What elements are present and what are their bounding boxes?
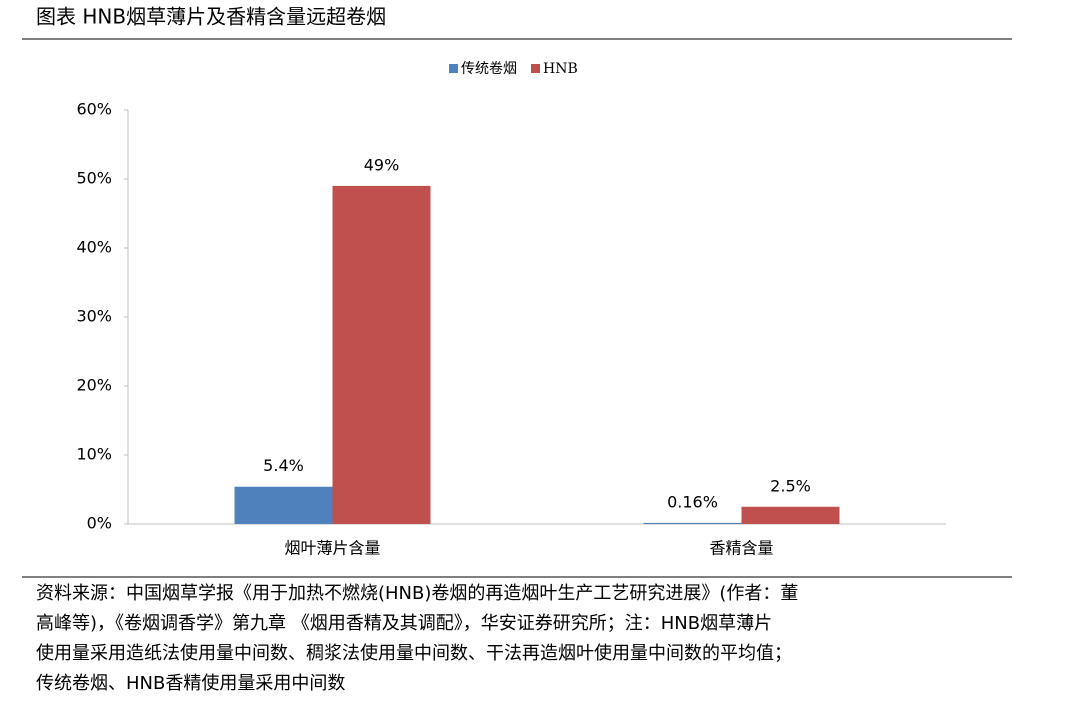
bar <box>332 185 431 524</box>
source-line: 使用量采用造纸法使用量中间数、稠浆法使用量中间数、干法再造烟叶使用量中间数的平均… <box>36 643 792 664</box>
bar <box>234 486 333 524</box>
figure-title: 图表 HNB烟草薄片及香精含量远超卷烟 <box>36 5 386 29</box>
legend-swatch <box>531 64 540 73</box>
value-label: 2.5% <box>770 476 811 495</box>
bar <box>741 506 840 524</box>
y-tick-label: 0% <box>87 514 112 533</box>
source-note: 资料来源：中国烟草学报《用于加热不燃烧(HNB)卷烟的再造烟叶生产工艺研究进展》… <box>36 583 798 694</box>
legend-label: 传统卷烟 <box>461 61 517 77</box>
y-tick-label: 60% <box>76 100 112 119</box>
value-label: 0.16% <box>667 492 718 511</box>
y-tick-label: 40% <box>76 238 112 257</box>
y-tick-label: 50% <box>76 169 112 188</box>
value-label: 49% <box>364 155 400 174</box>
legend-label: HNB <box>543 61 578 77</box>
legend-swatch <box>449 64 458 73</box>
y-tick-label: 30% <box>76 307 112 326</box>
y-tick-label: 20% <box>76 376 112 395</box>
y-tick-label: 10% <box>76 445 112 464</box>
value-label: 5.4% <box>263 456 304 475</box>
chart: 0% 10% 20% 30% 40% 50% 60% 烟叶薄片含量 5.4% 49% 香精含量 0.1… <box>76 61 946 558</box>
source-line: 高峰等)，《卷烟调香学》第九章 《烟用香精及其调配》，华安证券研究所；注：HNB… <box>36 613 772 634</box>
bar <box>643 522 742 524</box>
x-tick-label: 烟叶薄片含量 <box>284 539 380 558</box>
source-line: 传统卷烟、HNB香精使用量采用中间数 <box>36 673 345 694</box>
x-tick-label: 香精含量 <box>709 539 773 558</box>
source-line: 资料来源：中国烟草学报《用于加热不燃烧(HNB)卷烟的再造烟叶生产工艺研究进展》… <box>36 583 798 604</box>
